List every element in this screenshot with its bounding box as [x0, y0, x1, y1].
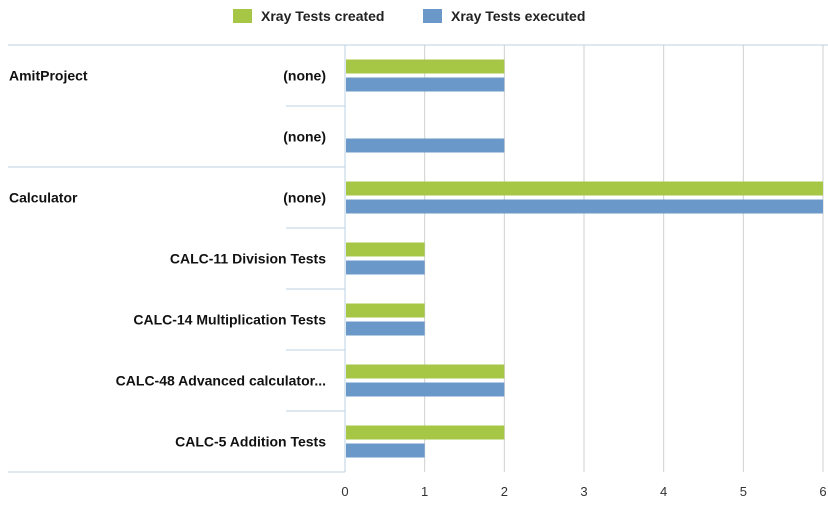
legend-swatch-created: [233, 9, 252, 23]
bar-created-6: [346, 425, 505, 440]
bar-executed-3: [346, 260, 425, 275]
bar-created-5: [346, 364, 505, 379]
bar-created-0: [346, 59, 505, 74]
bar-executed-2: [346, 199, 823, 214]
x-tick-label-0: 0: [341, 484, 348, 499]
category-label-2: (none): [283, 190, 326, 206]
x-tick-label-4: 4: [660, 484, 667, 499]
x-tick-label-6: 6: [819, 484, 826, 499]
bar-created-2: [346, 181, 823, 196]
x-tick-label-3: 3: [580, 484, 587, 499]
legend-swatch-executed: [423, 9, 442, 23]
bar-executed-4: [346, 321, 425, 336]
category-label-1: (none): [283, 129, 326, 145]
bar-created-3: [346, 242, 425, 257]
bar-executed-1: [346, 138, 505, 153]
group-label-1: Calculator: [9, 190, 78, 206]
bar-created-4: [346, 303, 425, 318]
group-label-0: AmitProject: [9, 68, 88, 84]
bar-executed-5: [346, 382, 505, 397]
legend-item-executed[interactable]: Xray Tests executed: [423, 6, 585, 26]
category-label-6: CALC-5 Addition Tests: [175, 434, 326, 450]
bar-executed-6: [346, 443, 425, 458]
category-label-0: (none): [283, 68, 326, 84]
category-label-3: CALC-11 Division Tests: [170, 251, 326, 267]
legend-label-created: Xray Tests created: [261, 8, 385, 24]
x-tick-label-1: 1: [421, 484, 428, 499]
x-tick-label-2: 2: [501, 484, 508, 499]
category-label-5: CALC-48 Advanced calculator...: [116, 373, 326, 389]
category-label-4: CALC-14 Multiplication Tests: [133, 312, 326, 328]
legend-label-executed: Xray Tests executed: [451, 8, 586, 24]
bar-executed-0: [346, 77, 505, 92]
x-tick-label-5: 5: [740, 484, 747, 499]
legend: Xray Tests created Xray Tests executed: [0, 6, 828, 26]
legend-item-created[interactable]: Xray Tests created: [233, 6, 384, 26]
